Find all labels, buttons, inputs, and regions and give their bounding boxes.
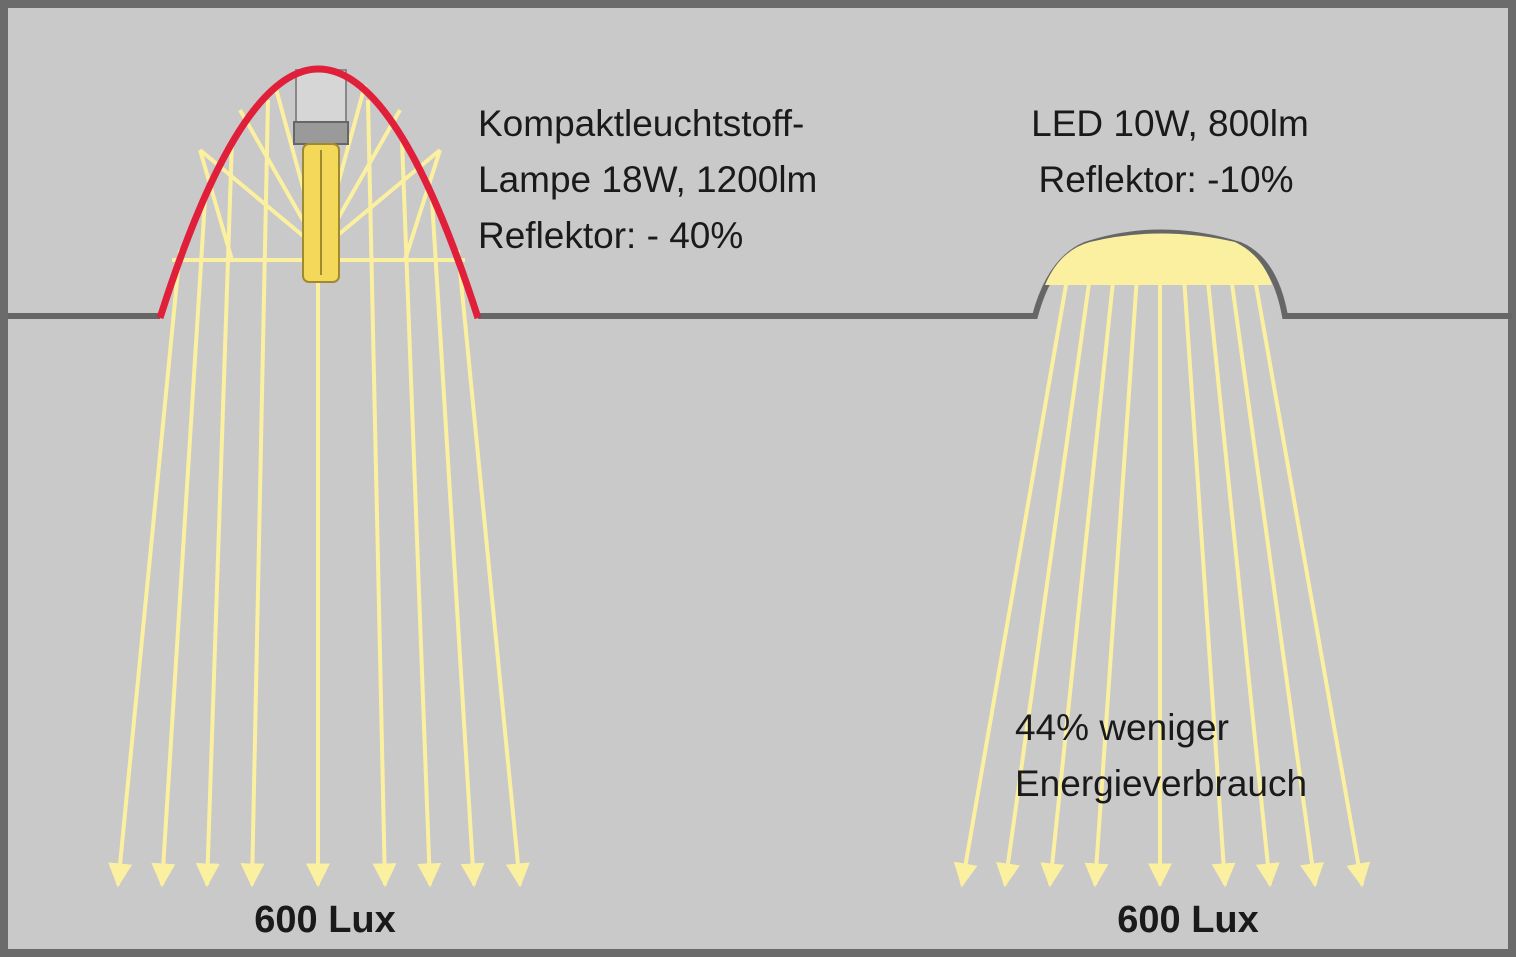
- label-line: LED 10W, 800lm: [1031, 103, 1309, 144]
- reflector: [156, 65, 482, 320]
- label-line: Lampe 18W, 1200lm: [478, 159, 817, 200]
- rays-right: [953, 261, 1371, 888]
- label-line: Reflektor: -10%: [1039, 159, 1294, 200]
- cfl-lamp: [293, 69, 349, 283]
- led: [1045, 233, 1272, 285]
- rays-left: [108, 99, 530, 888]
- note-line: Energieverbrauch: [1015, 763, 1307, 804]
- result: 600 Lux: [1117, 899, 1259, 941]
- result: 600 Lux: [254, 899, 396, 941]
- note-line: 44% weniger: [1015, 707, 1229, 748]
- label-line: Kompaktleuchtstoff-: [478, 103, 804, 144]
- label-line: Reflektor: - 40%: [478, 215, 743, 256]
